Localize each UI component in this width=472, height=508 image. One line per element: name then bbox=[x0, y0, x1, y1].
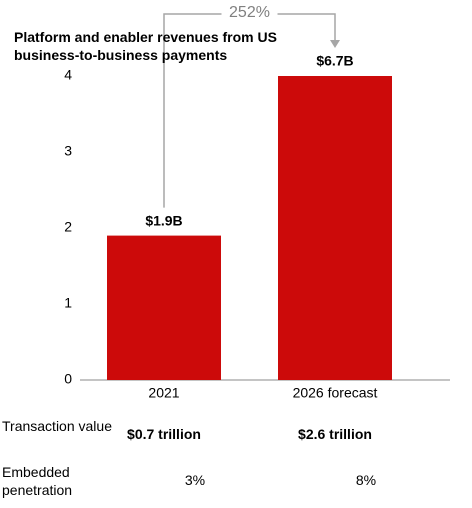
bar bbox=[107, 235, 221, 380]
x-tick-label: 2026 forecast bbox=[293, 385, 378, 401]
row-value: $0.7 trillion bbox=[127, 426, 201, 442]
row-value: $2.6 trillion bbox=[298, 426, 372, 442]
value-label: $6.7B bbox=[316, 53, 353, 69]
y-tick-label: 4 bbox=[64, 67, 72, 83]
x-tick-label: 2021 bbox=[148, 385, 179, 401]
y-tick-label: 0 bbox=[64, 371, 72, 387]
chart-title: Platform and enabler revenues from US bu… bbox=[14, 29, 277, 63]
row-label: Transaction value bbox=[2, 418, 112, 434]
y-tick-label: 1 bbox=[64, 295, 72, 311]
row-label: Embedded penetration bbox=[2, 464, 73, 498]
value-label: $1.9B bbox=[145, 212, 182, 228]
annotation: 252% bbox=[229, 4, 270, 21]
row-value: 3% bbox=[184, 472, 206, 488]
y-tick-label: 2 bbox=[64, 219, 72, 235]
y-tick-label: 3 bbox=[64, 143, 72, 159]
plot-area bbox=[107, 76, 392, 380]
annotation-bg bbox=[221, 2, 278, 24]
row-value: 8% bbox=[355, 472, 377, 488]
bar bbox=[278, 76, 392, 380]
arrow-head bbox=[330, 40, 340, 48]
